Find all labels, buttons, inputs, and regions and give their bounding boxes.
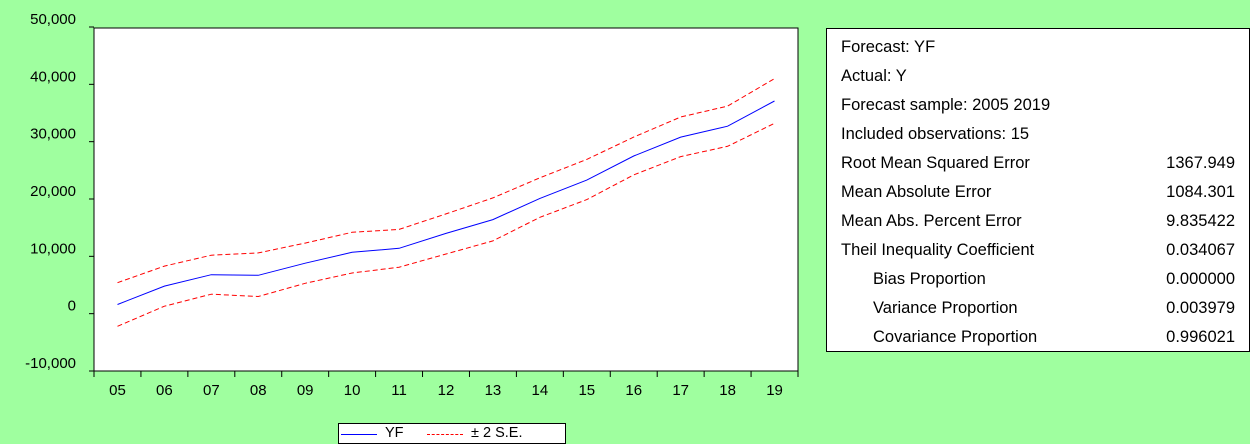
stat-label: Bias Proportion bbox=[873, 270, 986, 288]
stat-forecast: Forecast: YF bbox=[841, 33, 1249, 62]
x-tick-label: 05 bbox=[109, 382, 126, 399]
stat-value: 1084.301 bbox=[1166, 183, 1235, 201]
legend-swatch-yf bbox=[341, 434, 377, 435]
stat-label: Actual: Y bbox=[841, 67, 907, 85]
stat-variance-proportion: Variance Proportion 0.003979 bbox=[841, 294, 1249, 323]
stat-label: Root Mean Squared Error bbox=[841, 154, 1030, 172]
plot-area bbox=[93, 27, 799, 372]
x-tick-label: 17 bbox=[672, 382, 689, 399]
stat-label: Covariance Proportion bbox=[873, 328, 1038, 346]
stat-label: Theil Inequality Coefficient bbox=[841, 241, 1035, 259]
stat-label: Mean Absolute Error bbox=[841, 183, 992, 201]
stat-label: Mean Abs. Percent Error bbox=[841, 212, 1022, 230]
x-tick-label: 14 bbox=[532, 382, 549, 399]
stat-theil: Theil Inequality Coefficient 0.034067 bbox=[841, 236, 1249, 265]
y-tick-label: 50,000 bbox=[30, 11, 76, 28]
stat-label: Forecast: YF bbox=[841, 38, 936, 56]
x-tick-label: 06 bbox=[156, 382, 173, 399]
stat-value: 0.034067 bbox=[1166, 241, 1235, 259]
x-tick-label: 12 bbox=[438, 382, 455, 399]
stat-value: 0.000000 bbox=[1166, 270, 1235, 288]
y-tick-label: 30,000 bbox=[30, 126, 76, 143]
x-tick-label: 19 bbox=[766, 382, 783, 399]
legend-label-yf: YF bbox=[385, 425, 404, 441]
legend-swatch-se bbox=[427, 434, 463, 435]
stat-covariance-proportion: Covariance Proportion 0.996021 bbox=[841, 323, 1249, 352]
stat-actual: Actual: Y bbox=[841, 62, 1249, 91]
forecast-statistics-panel: Forecast: YF Actual: Y Forecast sample: … bbox=[826, 28, 1250, 352]
x-tick-label: 09 bbox=[297, 382, 314, 399]
stat-label: Forecast sample: 2005 2019 bbox=[841, 96, 1051, 114]
y-tick-label: 10,000 bbox=[30, 240, 76, 257]
y-axis: 50,000 40,000 30,000 20,000 10,000 0 -10,000 bbox=[25, 11, 94, 372]
series-line-1 bbox=[117, 78, 775, 284]
stat-value: 9.835422 bbox=[1166, 212, 1235, 230]
x-tick-label: 18 bbox=[719, 382, 736, 399]
series-line-2 bbox=[117, 122, 775, 327]
stat-bias-proportion: Bias Proportion 0.000000 bbox=[841, 265, 1249, 294]
x-tick-label: 07 bbox=[203, 382, 220, 399]
x-tick-label: 13 bbox=[485, 382, 502, 399]
stat-label: Included observations: 15 bbox=[841, 125, 1030, 143]
y-tick-label: 20,000 bbox=[30, 183, 76, 200]
stat-value: 0.996021 bbox=[1166, 328, 1235, 346]
stat-mape: Mean Abs. Percent Error 9.835422 bbox=[841, 207, 1249, 236]
x-tick-label: 08 bbox=[250, 382, 267, 399]
series-group bbox=[117, 78, 775, 327]
y-tick-label: 0 bbox=[68, 298, 76, 315]
stat-label: Variance Proportion bbox=[873, 299, 1018, 317]
x-tick-label: 15 bbox=[578, 382, 595, 399]
stat-value: 0.003979 bbox=[1166, 299, 1235, 317]
x-tick-label: 16 bbox=[625, 382, 642, 399]
x-tick-label: 10 bbox=[344, 382, 361, 399]
y-tick-label: 40,000 bbox=[30, 68, 76, 85]
stat-mae: Mean Absolute Error 1084.301 bbox=[841, 178, 1249, 207]
legend-label-se: ± 2 S.E. bbox=[471, 425, 523, 441]
y-tick-label: -10,000 bbox=[25, 355, 76, 372]
stat-included-observations: Included observations: 15 bbox=[841, 120, 1249, 149]
stat-rmse: Root Mean Squared Error 1367.949 bbox=[841, 149, 1249, 178]
stat-forecast-sample: Forecast sample: 2005 2019 bbox=[841, 91, 1249, 120]
chart-legend: YF ± 2 S.E. bbox=[338, 423, 566, 444]
x-tick-label: 11 bbox=[391, 382, 407, 399]
series-line-0 bbox=[117, 100, 775, 305]
x-axis: 05 06 07 08 09 10 11 12 13 14 15 16 17 18 19 bbox=[93, 371, 799, 399]
stat-value: 1367.949 bbox=[1166, 154, 1235, 172]
